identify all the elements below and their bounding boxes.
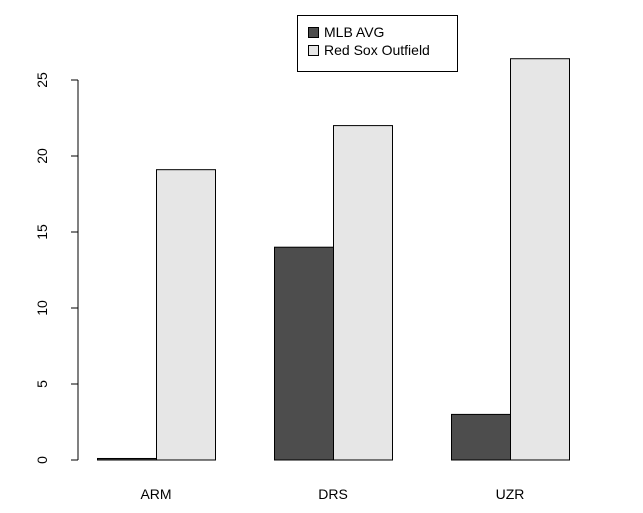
category-label: ARM [140,486,171,502]
legend: MLB AVG Red Sox Outfield [297,15,458,72]
bar-arm-red-sox-outfield [156,169,216,461]
bar-drs-red-sox-outfield [333,125,393,461]
legend-label: MLB AVG [324,24,384,40]
legend-box [297,15,458,72]
category-label: UZR [496,486,525,502]
y-tick-label: 15 [34,224,50,240]
category-labels: ARM DRS UZR [140,486,524,502]
bar-uzr-red-sox-outfield [510,58,570,461]
y-tick-label: 0 [34,456,50,464]
y-axis: 0 5 10 15 20 25 [34,72,79,464]
legend-swatch [308,27,319,38]
legend-label: Red Sox Outfield [324,42,430,58]
y-tick-label: 25 [34,72,50,88]
bar-arm-mlb-avg [97,457,157,461]
bar-drs-mlb-avg [274,246,334,461]
y-tick-label: 20 [34,148,50,164]
legend-swatch [308,45,319,56]
y-tick-label: 10 [34,300,50,316]
category-label: DRS [318,486,348,502]
y-tick-label: 5 [34,380,50,388]
bars-group [97,58,570,461]
bar-uzr-mlb-avg [451,413,511,461]
